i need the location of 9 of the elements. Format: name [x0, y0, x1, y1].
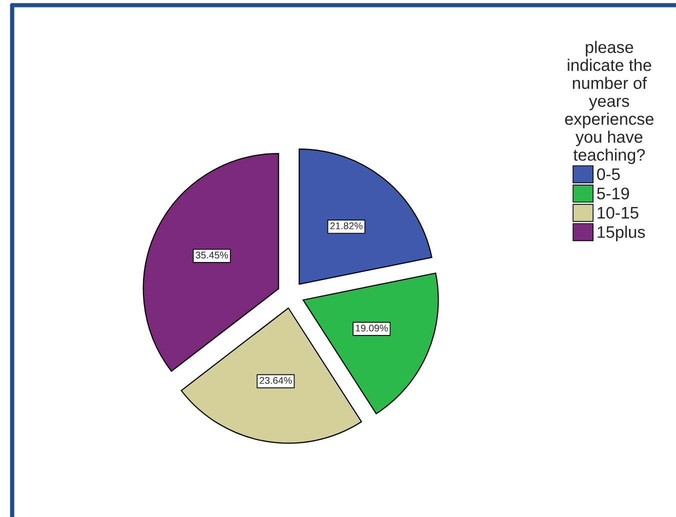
legend-title: please indicate the number of years experiencse you have teaching? — [565, 40, 654, 164]
legend-label: 5-19 — [597, 188, 629, 200]
data-label: 35.45% — [196, 252, 228, 259]
legend-label: 10-15 — [598, 206, 638, 219]
data-label: 19.09% — [356, 324, 388, 332]
legend-label: 15plus — [598, 226, 645, 242]
data-label: 23.64% — [260, 377, 292, 384]
data-label: 21.82% — [330, 222, 362, 230]
legend-label: 0-5 — [597, 168, 620, 180]
